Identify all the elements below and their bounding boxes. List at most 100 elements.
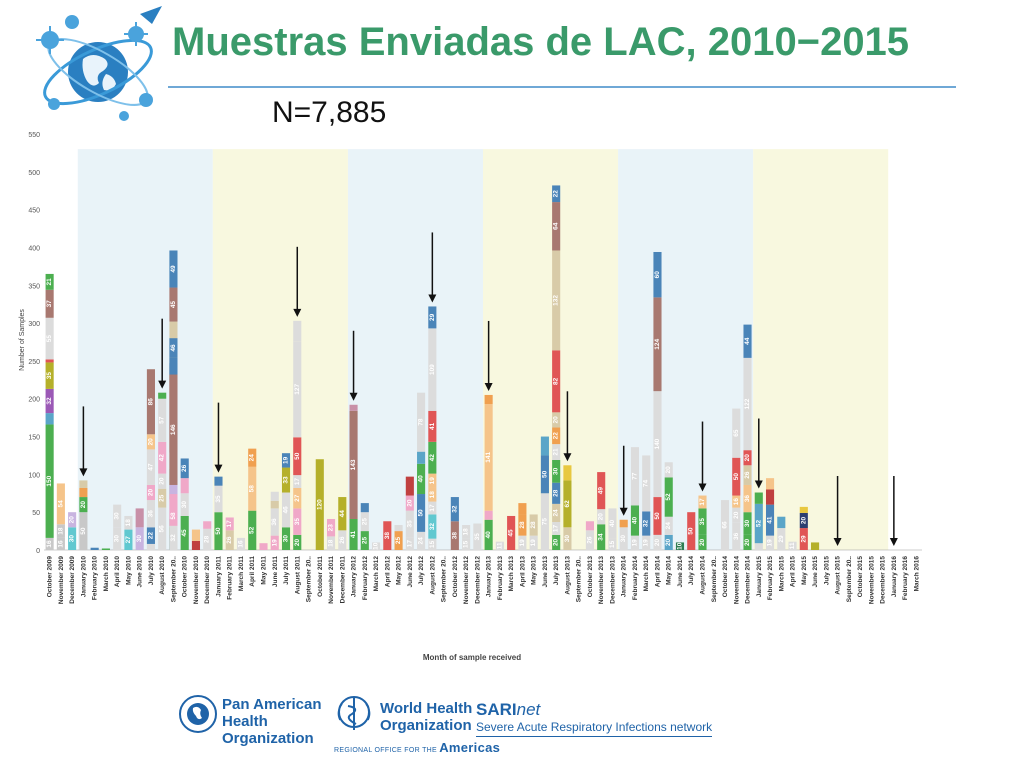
bar-segment [146, 434, 155, 450]
bar-data-label: 127 [294, 383, 301, 394]
bar-data-label: 19 [283, 456, 290, 464]
bar-segment [270, 500, 279, 509]
bar-segment [799, 512, 808, 529]
paho-name: Pan American Health Organization [222, 696, 322, 747]
bar-segment [597, 524, 606, 550]
bar-data-label: 28 [530, 521, 537, 529]
bar-segment [563, 527, 572, 550]
bar-segment [664, 462, 673, 478]
bar-segment [529, 535, 538, 550]
x-tick-label: February 2011 [227, 556, 234, 600]
bar-segment [518, 514, 527, 536]
bar-segment [417, 463, 426, 495]
x-tick-label: October 2010 [182, 556, 189, 598]
bar-segment [405, 476, 414, 496]
bar-segment [225, 517, 234, 531]
bar-data-label: 20 [665, 538, 672, 546]
bar-data-label: 20 [598, 513, 605, 521]
bar-data-label: 45 [508, 529, 515, 537]
bar-data-label: 64 [553, 222, 560, 230]
bar-data-label: 40 [609, 520, 616, 528]
x-tick-label: April 2010 [114, 556, 121, 587]
bar-segment [315, 459, 324, 550]
sample-total-label: N=7,885 [272, 96, 387, 129]
bar-data-label: 16 [733, 498, 740, 506]
x-tick-label: November 2012 [463, 556, 470, 604]
bar-segment [372, 542, 381, 550]
bar-data-label: 35 [699, 518, 706, 526]
callout-arrow-head [698, 483, 707, 492]
bar-segment [743, 512, 752, 535]
bar-data-label: 18 [125, 519, 132, 527]
x-tick-label: August 2013 [564, 556, 571, 595]
bar-segment [664, 477, 673, 517]
bar-data-label: 28 [519, 521, 526, 529]
bar-data-label: 132 [553, 295, 560, 306]
bar-data-label: 20 [744, 538, 751, 546]
bar-segment [720, 500, 730, 550]
x-tick-label: September 20.. [441, 556, 448, 602]
callout-arrow-head [754, 480, 763, 489]
x-tick-label: February 2012 [362, 556, 369, 600]
bar-data-label: 45 [170, 301, 177, 309]
bar-segment [281, 492, 291, 528]
bar-data-label: 24 [665, 522, 672, 530]
bar-data-label: 42 [159, 454, 166, 462]
x-tick-label: July 2015 [823, 556, 830, 586]
bar-data-label: 38 [451, 532, 458, 540]
x-tick-label: November 2015 [868, 556, 875, 604]
bar-data-label: 30 [744, 520, 751, 528]
bar-segment [495, 541, 504, 550]
bar-segment [428, 441, 437, 474]
bar-segment [462, 538, 471, 550]
sarinet-description: Severe Acute Respiratory Infections netw… [476, 720, 713, 734]
bar-segment [68, 512, 77, 528]
x-tick-label: February 2015 [767, 556, 774, 600]
bar-data-label: 50 [294, 452, 301, 460]
x-tick-label: October 2009 [47, 556, 54, 598]
bar-segment [68, 527, 77, 550]
bar-data-label: 55 [46, 335, 53, 343]
bar-segment [383, 521, 392, 550]
bar-data-label: 18 [57, 527, 64, 535]
bar-segment [664, 534, 673, 550]
bar-data-label: 25 [395, 537, 402, 545]
bar-data-label: 52 [755, 520, 762, 528]
bar-segment [56, 537, 65, 550]
x-tick-label: June 2011 [272, 556, 279, 587]
bar-segment [765, 535, 775, 550]
x-tick-label: April 2014 [654, 556, 661, 587]
bar-segment [293, 341, 302, 438]
x-tick-label: August 2015 [835, 556, 842, 595]
bar-data-label: 35 [294, 518, 301, 526]
bar-data-label: 20 [553, 416, 560, 424]
bar-data-label: 30 [564, 535, 571, 543]
bar-data-label: 36 [147, 510, 154, 518]
bar-data-label: 30 [553, 467, 560, 475]
bar-segment [169, 525, 178, 550]
bar-segment [214, 485, 223, 513]
x-tick-label: May 2015 [801, 556, 808, 585]
bar-data-label: 47 [147, 463, 154, 471]
bar-segment [281, 527, 291, 550]
bar-segment [552, 412, 561, 428]
bar-data-label: 122 [744, 398, 751, 409]
bar-segment [360, 503, 369, 513]
bar-data-label: 141 [485, 452, 492, 463]
x-tick-label: December 2009 [69, 556, 76, 604]
bar-data-label: 150 [46, 475, 53, 486]
bar-segment [518, 503, 527, 515]
bar-data-label: 35 [406, 520, 413, 528]
bar-segment [270, 508, 279, 536]
bar-data-label: 30 [181, 501, 188, 509]
y-tick-label: 450 [28, 208, 40, 215]
bar-data-label: 21 [46, 278, 53, 286]
sari-name-italic: net [516, 700, 541, 719]
x-tick-label: September 20.. [576, 556, 583, 602]
bar-segment [270, 491, 279, 501]
bar-data-label: 20 [80, 501, 87, 509]
x-tick-label: January 2010 [80, 556, 87, 598]
y-tick-label: 50 [32, 510, 40, 517]
bar-segment [169, 338, 178, 358]
bar-segment [687, 512, 696, 550]
